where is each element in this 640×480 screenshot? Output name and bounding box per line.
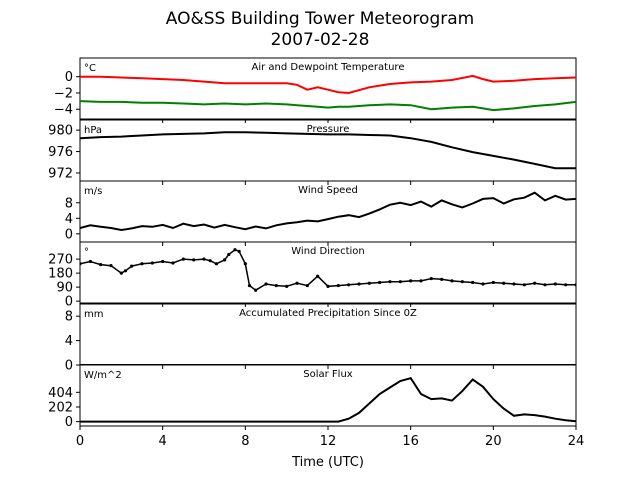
x-tick-label: 24 [568,434,585,449]
x-tick-label: 16 [402,434,419,449]
y-tick-label: 4 [65,334,73,349]
unit-label: hPa [84,125,102,136]
panel-0: 0−2 −4 °C Air and Dewpoint Temperature [54,57,577,123]
series-line [80,248,576,292]
y-tick-label: 180 [48,267,73,282]
series-line [80,74,576,95]
x-tick-label: 20 [485,434,502,449]
x-axis-label: Time (UTC) [291,455,364,470]
series-line [80,376,576,423]
unit-label: ° [84,247,89,258]
y-tick-label: 976 [48,145,73,160]
x-tick-label: 8 [241,434,249,449]
y-tick-label: 404 [48,386,73,401]
figure-subtitle: 2007-02-28 [271,30,370,50]
panel-1: 980 976 972 hPa Pressure [48,119,577,185]
y-tick-label: 4 [65,212,73,227]
panel-title: Air and Dewpoint Temperature [252,62,405,73]
series-line [80,131,576,170]
series-group [80,74,576,112]
series-group [80,376,576,423]
y-tick-label: 90 [56,281,73,296]
panels: 0−2−4°C Air and Dewpoint Temperature98097… [48,57,585,449]
series-group [80,248,576,292]
unit-label: °C [84,63,96,74]
panel-4: 8 4 0 mm Accumulated Precipitation Since 0Z [65,303,577,374]
figure-title: AO&SS Building Tower Meteorogram [166,9,474,29]
panel-title: Accumulated Precipitation Since 0Z [239,308,417,319]
x-tick-label: 4 [159,434,167,449]
series-group [80,191,576,232]
x-tick-label: 0 [76,434,84,449]
y-tick-label: 0 [65,227,73,242]
panel-title: Pressure [307,124,350,135]
y-tick-label: 0 [65,295,73,310]
series-group [80,131,576,170]
panel-title: Wind Direction [291,246,365,257]
panel-title: Solar Flux [303,369,353,380]
y-tick-label: −4 [54,103,73,118]
unit-label: m/s [84,186,102,197]
y-tick-label: 270 [48,253,73,268]
y-tick-label: 980 [48,124,73,139]
y-tick-label: 8 [65,196,73,211]
y-tick-label: 8 [65,310,73,325]
series-line [80,100,576,112]
x-tick-label: 12 [320,434,337,449]
y-tick-label: 972 [48,166,73,181]
unit-label: mm [84,309,103,320]
y-tick-label: 202 [48,400,73,415]
y-tick-label: −2 [54,86,73,101]
unit-label: W/m^2 [84,370,122,381]
panel-title: Wind Speed [298,185,358,196]
y-tick-label: 0 [65,359,73,374]
y-tick-label: 0 [65,415,73,430]
panel-2: 840 m/s Wind Speed [65,180,577,246]
series-line [80,191,576,232]
y-tick-label: 0 [65,70,73,85]
